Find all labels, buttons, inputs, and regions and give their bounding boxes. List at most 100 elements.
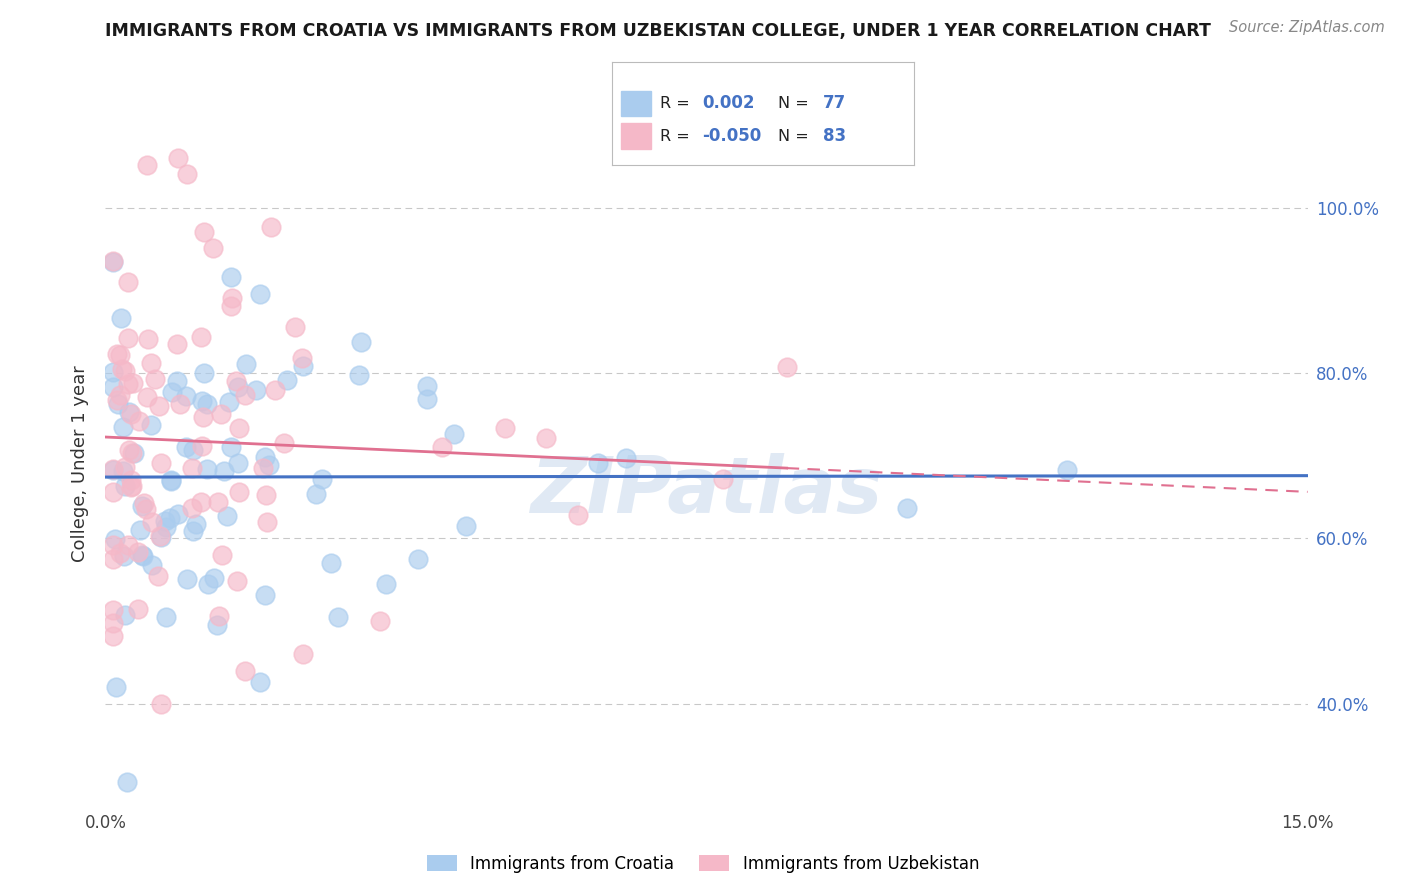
Point [110,362,132,376]
Point [254,488,277,502]
Point [233,387,256,401]
Point [415,379,437,393]
Point [193,366,215,380]
Point [249,675,271,690]
Point [120,473,142,487]
Point [586,456,609,470]
Bar [620,91,651,116]
Point [195,462,218,476]
Text: R =: R = [659,96,695,111]
Point [776,359,799,374]
Point [108,348,131,362]
Point [160,474,183,488]
Point [103,463,125,477]
Point [132,549,155,563]
Point [249,287,271,301]
Point [118,405,141,419]
Point [149,529,172,543]
Point [105,680,128,694]
Point [430,440,453,454]
Point [155,520,177,534]
Text: R =: R = [659,128,695,144]
Point [135,502,157,516]
Point [197,576,219,591]
Y-axis label: College, Under 1 year: College, Under 1 year [70,366,89,562]
Point [112,464,135,478]
Text: 77: 77 [824,95,846,112]
Point [252,461,274,475]
Point [169,397,191,411]
Point [136,332,159,346]
Point [184,516,207,531]
Point [139,356,162,370]
Point [350,334,373,349]
Point [117,538,139,552]
Point [114,479,136,493]
Point [228,456,250,470]
Point [311,472,333,486]
Point [207,495,229,509]
Text: 0.002: 0.002 [703,95,755,112]
Point [136,158,159,172]
Point [180,461,202,475]
Point [117,442,139,457]
Point [103,380,125,394]
Point [128,413,150,427]
Point [260,220,283,235]
Point [150,530,173,544]
Point [214,464,236,478]
Point [284,320,307,334]
Point [103,254,125,268]
Point [150,697,173,711]
Point [218,395,240,409]
Point [110,310,132,325]
Point [567,508,589,522]
Point [114,364,136,378]
Point [202,571,225,585]
Point [117,275,139,289]
Point [328,610,350,624]
Point [103,485,125,500]
Point [155,610,177,624]
Point [131,549,153,563]
Point [454,518,477,533]
Point [291,647,314,661]
Point [103,552,125,566]
Point [191,410,214,425]
Point [176,168,198,182]
Point [221,291,243,305]
Point [117,775,139,789]
Text: ZIPatlas: ZIPatlas [530,453,883,529]
Point [254,588,277,602]
Point [254,450,277,464]
Point [103,365,125,379]
Point [180,501,202,516]
Text: -0.050: -0.050 [703,128,762,145]
Text: Source: ZipAtlas.com: Source: ZipAtlas.com [1229,20,1385,35]
Point [166,337,188,351]
Point [406,552,429,566]
Point [347,368,370,382]
Point [219,270,242,285]
Text: N =: N = [778,96,814,111]
Point [191,394,214,409]
Point [228,485,250,500]
Point [114,459,136,474]
Point [374,577,398,591]
Point [103,538,125,552]
Point [256,516,278,530]
Point [148,399,170,413]
Point [209,407,232,421]
Legend: Immigrants from Croatia, Immigrants from Uzbekistan: Immigrants from Croatia, Immigrants from… [420,848,986,880]
Text: 83: 83 [824,128,846,145]
Point [233,664,256,678]
Point [122,446,145,460]
Point [141,558,163,573]
Point [319,556,342,570]
Point [114,608,136,623]
Point [226,380,249,394]
Point [197,397,219,411]
Point [103,629,125,643]
Point [174,440,197,454]
Point [166,374,188,388]
